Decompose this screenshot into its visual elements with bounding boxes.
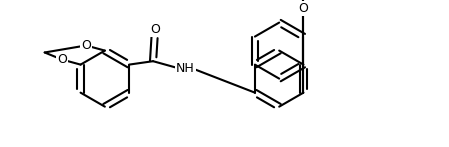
Text: O: O xyxy=(57,53,67,66)
Text: O: O xyxy=(81,39,91,52)
Text: O: O xyxy=(299,2,308,15)
Text: O: O xyxy=(150,22,160,36)
Text: NH: NH xyxy=(176,62,194,75)
